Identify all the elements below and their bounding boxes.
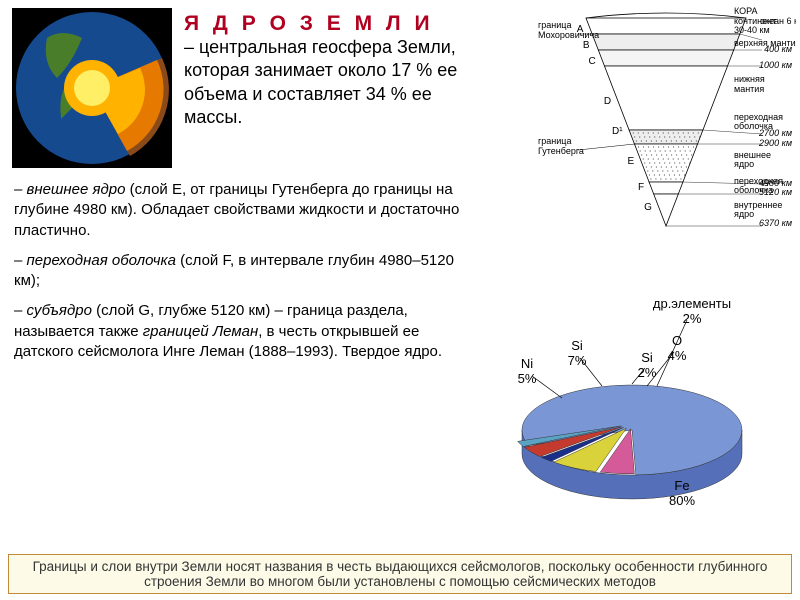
svg-text:400 км: 400 км <box>764 44 792 54</box>
para-outer-core: – внешнее ядро (слой Е, от границы Гутен… <box>14 180 466 241</box>
svg-text:Гутенберга: Гутенберга <box>538 146 584 156</box>
svg-text:мантия: мантия <box>734 84 764 94</box>
svg-text:7%: 7% <box>568 353 587 368</box>
core-composition-pie: др.элементы2%O4%Si2%Si7%Ni5%Fe80% <box>482 290 782 520</box>
svg-text:G: G <box>644 202 652 213</box>
svg-text:2700 км: 2700 км <box>758 128 792 138</box>
svg-text:B: B <box>583 40 590 51</box>
earth-cutaway-figure <box>12 8 172 168</box>
svg-text:ядро: ядро <box>734 209 754 219</box>
intro-text: – центральная геосфера Земли, которая за… <box>184 36 494 130</box>
svg-text:C: C <box>588 56 595 67</box>
svg-text:океан 6 км: океан 6 км <box>760 16 796 26</box>
svg-text:граница: граница <box>538 136 571 146</box>
svg-text:1000 км: 1000 км <box>759 60 792 70</box>
svg-text:Si: Si <box>571 338 583 353</box>
earth-layers-cone: ABCDD¹EFGграницаМохоровичичаграницаГутен… <box>536 4 796 234</box>
para-subcore: – субъядро (слой G, глубже 5120 км) – гр… <box>14 301 466 362</box>
svg-text:Мохоровичича: Мохоровичича <box>538 30 599 40</box>
svg-text:Fe: Fe <box>674 478 689 493</box>
svg-text:Ni: Ni <box>521 356 533 371</box>
svg-text:нижняя: нижняя <box>734 74 765 84</box>
footer-note: Границы и слои внутри Земли носят назван… <box>8 554 792 594</box>
page-title: Я Д Р О З Е М Л И <box>184 12 434 35</box>
svg-text:5120 км: 5120 км <box>759 187 792 197</box>
svg-text:Si: Si <box>641 350 653 365</box>
svg-text:30-40 км: 30-40 км <box>734 25 770 35</box>
svg-text:6370 км: 6370 км <box>759 218 792 228</box>
svg-text:5%: 5% <box>518 371 537 386</box>
svg-text:80%: 80% <box>669 493 695 508</box>
svg-text:ядро: ядро <box>734 159 754 169</box>
svg-text:D: D <box>604 96 611 107</box>
svg-text:граница: граница <box>538 20 571 30</box>
svg-text:2900 км: 2900 км <box>758 138 792 148</box>
para-transition: – переходная оболочка (слой F, в интерва… <box>14 251 466 292</box>
svg-text:КОРА: КОРА <box>734 6 758 16</box>
svg-text:O: O <box>672 333 682 348</box>
svg-text:E: E <box>627 156 634 167</box>
svg-text:D¹: D¹ <box>612 126 623 137</box>
svg-text:др.элементы: др.элементы <box>653 296 731 311</box>
svg-text:F: F <box>638 182 644 193</box>
